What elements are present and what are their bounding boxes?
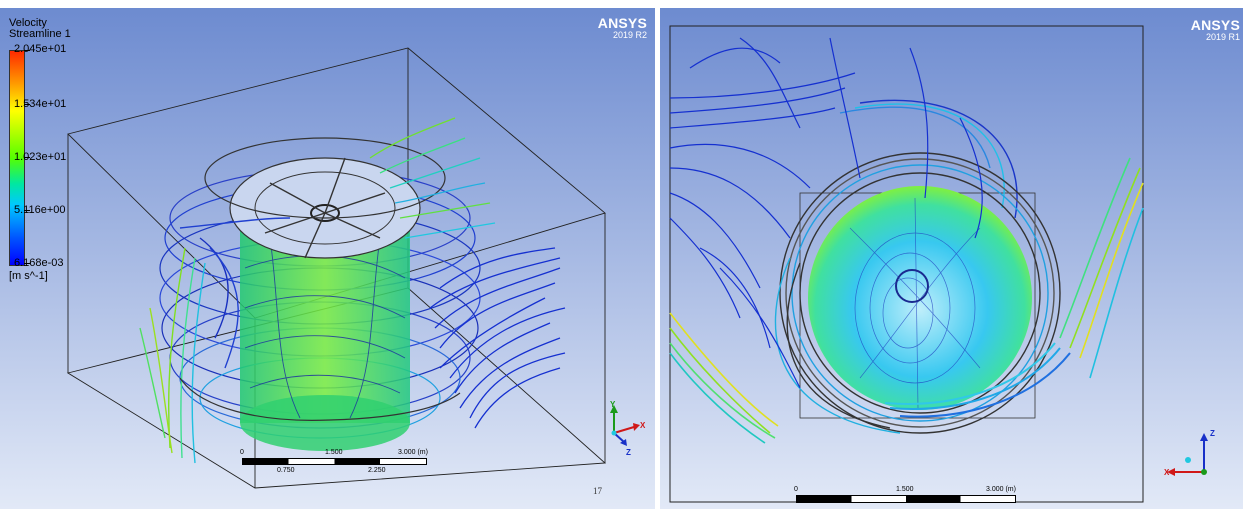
- right-render: [660, 8, 1243, 509]
- axis-triad: [1167, 433, 1208, 476]
- left-viewport[interactable]: Velocity Streamline 1 2.045e+01 1.534e+0…: [0, 8, 655, 509]
- axis-z-label: Z: [1210, 429, 1215, 438]
- legend-unit: [m s^-1]: [9, 270, 48, 282]
- axis-x-label: X: [640, 421, 646, 430]
- legend-title: Velocity: [9, 17, 47, 29]
- right-viewport[interactable]: ANSYS 2019 R1 0 1.500 3.000 (m) Z X: [660, 8, 1243, 509]
- axis-y-label: Y: [610, 400, 616, 409]
- velocity-colorbar: [9, 50, 25, 266]
- axis-x-label: X: [1164, 468, 1170, 477]
- ansys-logo: ANSYS 2019 R2: [597, 15, 647, 40]
- left-render: [0, 8, 655, 509]
- outflow-streamlines: [369, 117, 496, 239]
- legend-subtitle: Streamline 1: [9, 28, 71, 40]
- volute-casing: [774, 99, 1061, 434]
- inflow-streamlines: [669, 37, 983, 389]
- legend-value-3: 1.023e+01: [14, 151, 67, 163]
- inflow-streamlines: [429, 247, 566, 429]
- frame-number: 17: [593, 486, 602, 496]
- axis-triad: [610, 405, 640, 446]
- ansys-logo: ANSYS 2019 R1: [1190, 17, 1240, 42]
- rotor-top-cover: [229, 157, 421, 259]
- rotor-disc: [808, 186, 1032, 410]
- axis-z-label: Z: [626, 448, 631, 457]
- legend-max: 2.045e+01: [14, 43, 67, 55]
- legend-value-2: 1.534e+01: [14, 98, 67, 110]
- legend-min: 6.168e-03: [14, 257, 64, 269]
- legend-value-4: 5.116e+00: [14, 204, 66, 216]
